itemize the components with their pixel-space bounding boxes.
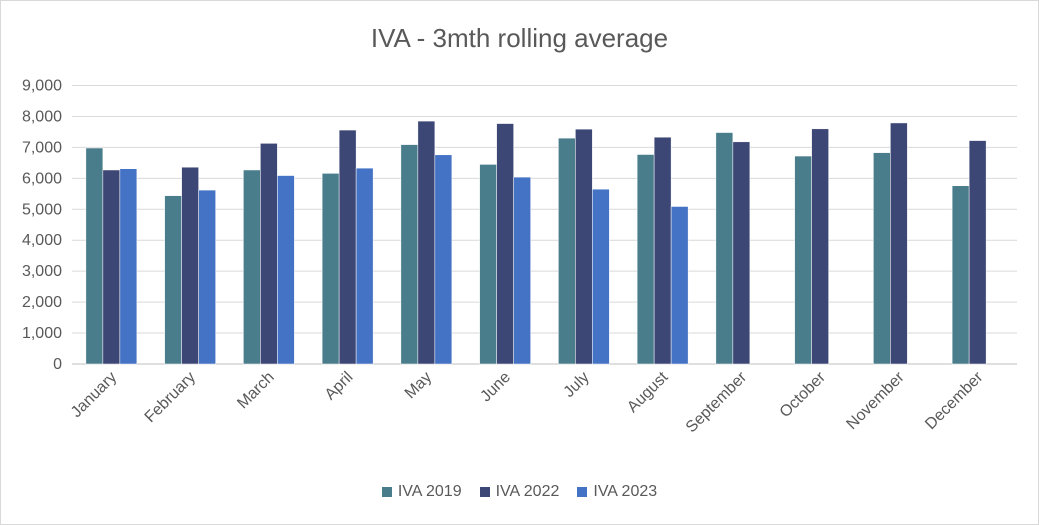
legend-label: IVA 2019 (397, 483, 462, 500)
bar-iva-2019 (243, 169, 261, 365)
y-tick-label: 8,000 (22, 108, 62, 125)
bar-iva-2019 (479, 164, 497, 365)
bar-iva-2019 (164, 195, 182, 365)
legend-swatch (479, 487, 490, 497)
chart-title: IVA - 3mth rolling average (370, 23, 669, 53)
bar-iva-2022 (417, 120, 436, 365)
bar-iva-2019 (558, 137, 576, 365)
x-tick-label: October (777, 368, 830, 421)
bar-iva-2022 (181, 166, 199, 365)
x-tick-label: August (624, 368, 672, 416)
bar-iva-2022 (575, 128, 593, 365)
bar-iva-2019 (321, 173, 340, 365)
x-tick-label: February (142, 369, 199, 426)
y-tick-label: 0 (53, 356, 62, 373)
bar-iva-2022 (102, 169, 121, 365)
bar-iva-2023 (434, 154, 453, 365)
bar-iva-2022 (890, 122, 908, 365)
x-tick-label: November (843, 368, 908, 433)
y-tick-label: 6,000 (22, 170, 62, 187)
legend-label: IVA 2023 (593, 483, 658, 500)
bar-iva-2019 (715, 132, 734, 365)
y-tick-label: 2,000 (22, 294, 62, 311)
legend: IVA 2019 IVA 2022 IVA 2023 (1, 483, 1038, 501)
y-tick-label: 3,000 (22, 263, 62, 280)
bar-iva-2023 (592, 188, 610, 365)
bar-iva-2022 (732, 141, 751, 365)
bar-iva-2023 (119, 168, 138, 365)
bar-iva-2022 (338, 129, 357, 365)
x-tick-label: January (68, 369, 120, 421)
bar-iva-2023 (513, 176, 531, 365)
bar-iva-2022 (653, 136, 672, 365)
bar-iva-2019 (873, 152, 891, 365)
bar-iva-2019 (951, 185, 970, 365)
x-tick-label: June (477, 369, 514, 406)
y-tick-label: 1,000 (22, 325, 62, 342)
bar-iva-2019 (400, 144, 419, 365)
x-tick-label: April (322, 369, 357, 404)
bar-iva-2019 (85, 147, 104, 365)
bar-iva-2023 (670, 206, 689, 365)
x-tick-label: September (683, 368, 751, 436)
legend-swatch (577, 487, 588, 497)
legend-swatch (381, 487, 392, 497)
bar-iva-2022 (811, 128, 829, 365)
bar-iva-2019 (794, 155, 812, 365)
x-tick-label: May (402, 369, 435, 402)
bar-iva-2019 (636, 154, 655, 365)
bar-iva-2023 (355, 167, 374, 365)
legend-item: IVA 2022 (479, 483, 560, 501)
bar-iva-2023 (198, 189, 216, 365)
x-tick-label: July (561, 369, 593, 401)
x-tick-label: March (234, 369, 277, 412)
y-tick-label: 5,000 (22, 201, 62, 218)
x-tick-label: December (922, 368, 987, 433)
y-tick-label: 7,000 (22, 139, 62, 156)
y-tick-label: 9,000 (22, 78, 62, 95)
bar-iva-2022 (260, 143, 278, 365)
legend-label: IVA 2022 (495, 483, 560, 500)
bar-iva-2022 (968, 140, 987, 365)
bar-iva-2022 (496, 123, 514, 365)
legend-item: IVA 2023 (577, 483, 657, 501)
y-tick-label: 4,000 (22, 232, 62, 249)
bar-iva-2023 (277, 175, 295, 365)
legend-item: IVA 2019 (381, 483, 462, 501)
